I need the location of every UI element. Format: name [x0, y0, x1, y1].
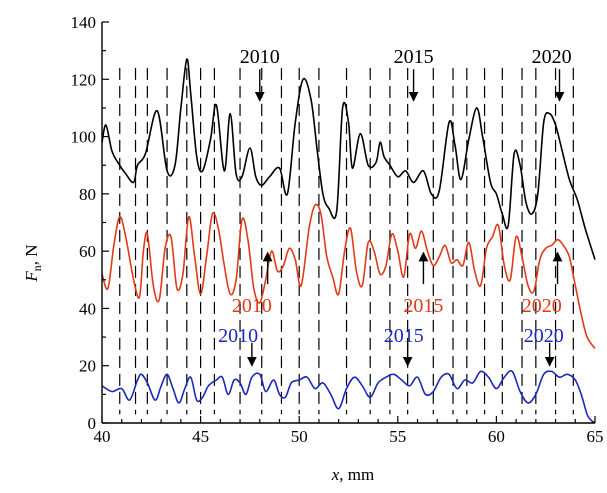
x-tick-label: 50: [291, 427, 308, 446]
x-tick-label: 65: [587, 427, 604, 446]
x-tick-label: 45: [192, 427, 209, 446]
y-tick-label: 120: [71, 70, 97, 89]
annotation-label: 2020: [532, 46, 572, 68]
x-tick-label: 55: [389, 427, 406, 446]
annotation-label: 2010: [232, 295, 272, 317]
y-tick-label: 0: [88, 414, 97, 433]
x-tick-label: 40: [94, 427, 111, 446]
series-group: [101, 58, 596, 424]
annotation-label: 2015: [403, 295, 443, 317]
series-line-1: [101, 203, 596, 349]
y-axis-label: Fn, N: [22, 244, 44, 282]
x-tick-label: 60: [488, 427, 505, 446]
annotation-label: 2015: [394, 46, 434, 68]
annotation-label: 2020: [522, 295, 562, 317]
y-tick-label: 40: [79, 299, 96, 318]
y-tick-label: 100: [71, 128, 97, 147]
y-tick-label: 140: [71, 13, 97, 32]
annotation-label: 2020: [524, 325, 564, 347]
x-axis-label: x, mm: [331, 465, 375, 484]
annotation-label: 2015: [384, 325, 424, 347]
annotation-label: 2010: [240, 46, 280, 68]
series-line-2: [101, 370, 596, 424]
y-tick-label: 80: [79, 185, 96, 204]
annotations: 2010 2015 2020 2010 2015 2020 2010 2015 2020: [218, 46, 572, 367]
axes: 40 45 50 55 60 65 0 20 40 60 80 100 120 140: [71, 13, 604, 446]
y-tick-label: 20: [79, 357, 96, 376]
y-tick-label: 60: [79, 242, 96, 261]
annotation-label: 2010: [218, 325, 258, 347]
series-line-0: [101, 58, 596, 260]
